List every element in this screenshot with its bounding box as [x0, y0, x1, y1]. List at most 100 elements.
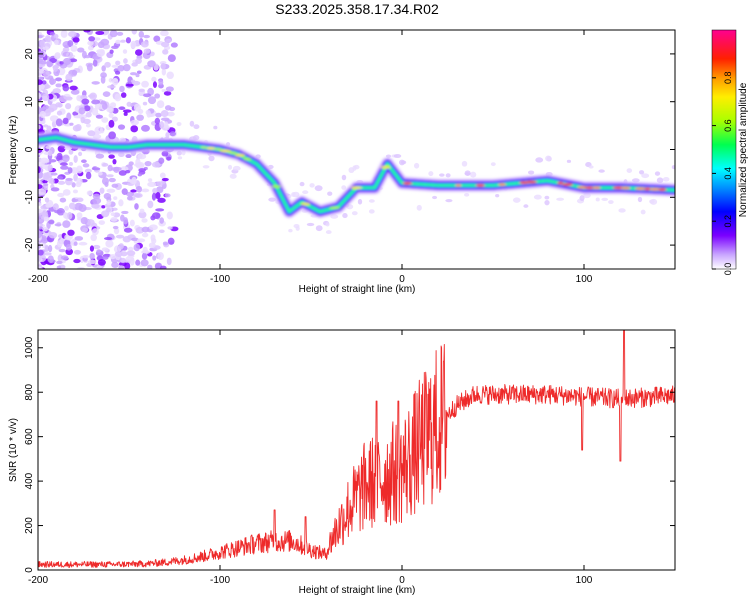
spectrogram-noise-blob: [393, 154, 402, 159]
spectrogram-noise-blob: [87, 259, 97, 265]
spectrogram-noise-blob: [662, 176, 670, 182]
spectrogram-noise-blob: [309, 183, 315, 188]
snr-x-label: Height of straight line (km): [299, 585, 416, 596]
spectrogram-noise-blob: [167, 54, 176, 63]
spectrogram-noise-blob: [63, 212, 68, 219]
spectrogram-noise-blob: [99, 187, 105, 194]
spectrogram-noise-blob: [98, 220, 106, 225]
spectrogram-noise-blob: [91, 55, 101, 60]
spectrogram-noise-blob: [137, 173, 142, 177]
spectrogram-noise-blob: [101, 102, 108, 110]
spectrogram-noise-blob: [162, 49, 169, 55]
spectrogram-noise-blob: [101, 210, 110, 218]
spectrogram-noise-blob: [535, 157, 544, 163]
spectrogram-noise-blob: [118, 265, 125, 269]
spectrogram-noise-blob: [147, 264, 153, 269]
spectrogram-noise-blob: [161, 88, 166, 93]
spectrogram-noise-blob: [70, 89, 80, 95]
spectrogram-noise-blob: [159, 217, 165, 224]
spectrogram-noise-blob: [100, 75, 106, 84]
spectrogram-noise-blob: [640, 209, 646, 215]
spectrogram-noise-blob: [41, 80, 47, 85]
spectrogram-noise-blob: [60, 30, 68, 38]
spectrogram-noise-blob: [152, 187, 158, 194]
spectrogram-noise-blob: [107, 85, 116, 89]
spectrogram-noise-blob: [113, 227, 120, 235]
spectrogram-noise-blob: [385, 154, 392, 158]
spectrogram-noise-blob: [58, 248, 66, 253]
spectrogram-noise-blob: [133, 103, 141, 112]
spectrogram-noise-blob: [163, 121, 169, 129]
spectrogram-ridge-hotspot: [350, 186, 363, 190]
spectrogram-noise-blob: [72, 111, 79, 116]
spectrogram-noise-blob: [71, 182, 76, 188]
spectrogram-noise-blob: [69, 85, 78, 91]
spectrogram-ridge-hotspot: [271, 185, 282, 188]
spectrogram-noise-blob: [117, 124, 126, 130]
spectrogram-noise-blob: [48, 232, 58, 239]
spectrogram-noise-blob: [108, 119, 115, 128]
spectrogram-noise-blob: [105, 239, 114, 248]
spectrogram-noise-blob: [55, 77, 63, 82]
spectrogram-noise-blob: [533, 194, 542, 200]
spectrogram-noise-blob: [134, 49, 143, 56]
colorbar-tick-label: 0.2: [723, 215, 733, 228]
spectrogram-noise-blob: [595, 197, 600, 202]
spectrogram-noise-blob: [325, 230, 332, 235]
spectrogram-noise-blob: [151, 212, 161, 220]
spectrogram-noise-blob: [544, 199, 550, 206]
spectrogram-noise-blob: [130, 40, 137, 49]
spectrogram-noise-blob: [45, 202, 51, 208]
spectrogram-noise-blob: [108, 112, 114, 118]
spectrogram-noise-blob: [162, 241, 169, 246]
spectrogram-noise-blob: [65, 103, 72, 110]
spectrogram-noise-blob: [157, 197, 166, 203]
spectrogram-noise-blob: [42, 70, 50, 79]
spectrogram-noise-blob: [72, 37, 80, 43]
spectrogram-noise-blob: [52, 65, 59, 72]
snr-frame: [37, 329, 676, 571]
spectrogram-noise-blob: [545, 155, 552, 162]
spectrogram-noise-blob: [176, 150, 182, 156]
spectrogram-noise-blob: [55, 83, 62, 88]
spectrogram-noise-blob: [154, 93, 161, 99]
spectrogram-noise-blob: [129, 178, 137, 185]
spectrogram-x-tick-label: 0: [399, 274, 405, 285]
spectrogram-noise-blob: [626, 168, 633, 173]
spectrogram-noise-blob: [126, 250, 136, 256]
spectrogram-noise-blob: [148, 242, 156, 249]
snr-y-tick-label: 0: [24, 567, 35, 573]
spectrogram-noise-blob: [166, 211, 173, 220]
spectrogram-noise-blob: [114, 251, 123, 257]
spectrogram-noise-blob: [86, 63, 93, 72]
spectrogram-noise-blob: [136, 114, 144, 121]
spectrogram-noise-blob: [101, 247, 109, 252]
snr-x-tick-label: -200: [28, 575, 48, 586]
spectrogram-noise-blob: [42, 46, 50, 51]
spectrogram-noise-blob: [38, 202, 42, 207]
spectrogram-noise-blob: [131, 30, 137, 35]
spectrogram-noise-blob: [656, 177, 664, 184]
spectrogram-noise-blob: [126, 195, 133, 201]
spectrogram-noise-blob: [227, 164, 233, 170]
spectrogram-y-ticks: -20 -10 0 10 20: [24, 48, 675, 252]
spectrogram-noise-blob: [47, 255, 54, 264]
spectrogram-noise-blob: [136, 70, 142, 74]
spectrogram-noise-blob: [130, 125, 139, 133]
spectrogram-noise-blob: [67, 40, 74, 48]
spectrogram-ridge-hotspot: [329, 206, 341, 210]
spectrogram-noise-blob: [166, 71, 174, 80]
spectrogram-noise-blob: [135, 259, 141, 266]
spectrogram-noise-blob: [59, 95, 68, 103]
spectrogram-noise-blob: [641, 173, 650, 179]
spectrogram-noise-blob: [154, 117, 161, 125]
spectrogram-ridge-hotspot: [228, 151, 237, 155]
spectrogram-noise-blob: [137, 153, 147, 160]
spectrogram-noise-blob: [76, 177, 83, 185]
snr-panel: -200 -100 0 100 0 200 400 600 800 1000 Height of…: [8, 329, 676, 596]
spectrogram-noise-blob: [96, 249, 102, 253]
spectrogram-noise-blob: [512, 197, 521, 203]
spectrogram-noise-blob: [73, 258, 81, 264]
spectrogram-y-tick-label: 0: [24, 146, 35, 152]
